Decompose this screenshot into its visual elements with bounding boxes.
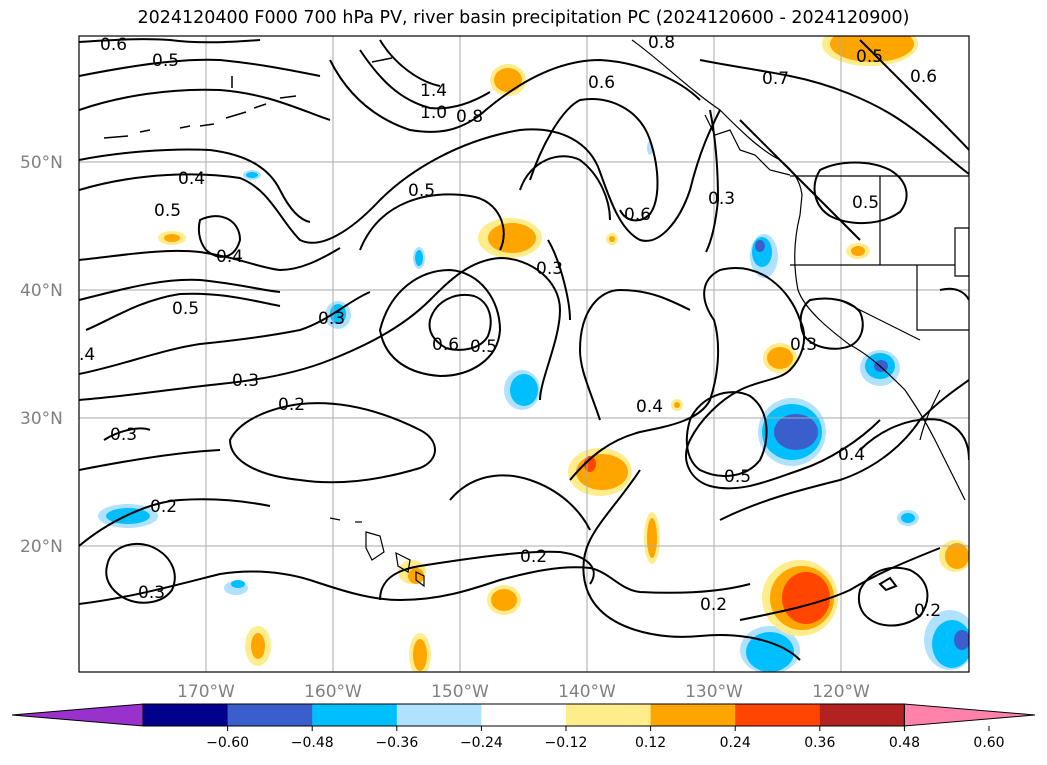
contour-label: 0.5	[852, 193, 879, 213]
contour-label: 0.3	[318, 309, 345, 329]
lon-label-160w: 160°W	[304, 682, 362, 702]
contour-label: 0.6	[100, 35, 127, 55]
contour-label: 0.3	[138, 583, 165, 603]
contour-label: 0.6	[432, 335, 459, 355]
colorbar-segment	[312, 704, 398, 726]
contour-label: 0.4	[838, 445, 865, 465]
colorbar-tick-label: −0.36	[375, 735, 418, 751]
colorbar-tick-label: −0.48	[291, 735, 334, 751]
contour-label: 0.5	[724, 467, 751, 487]
colorbar-tick-label: 0.12	[635, 735, 666, 751]
contour-label: 1.4	[420, 81, 447, 101]
contour-labels: 0.6 0.5 1.4 1.0 0.8 0.6 0.8 0.7 0.5 0.6 …	[79, 33, 941, 621]
hawaii-islands	[329, 517, 425, 588]
lat-label-30n: 30°N	[20, 409, 63, 429]
colorbar-segment	[735, 704, 821, 726]
contour-label: 0.2	[150, 497, 177, 517]
contour-label: 0.8	[648, 33, 675, 53]
contour-label: 0.2	[914, 601, 941, 621]
contour-label: 1.0	[420, 103, 447, 123]
contour-label: 0.5	[152, 51, 179, 71]
colorbar-tick-label: 0.48	[889, 735, 920, 751]
contour-label: 0.2	[520, 547, 547, 567]
lat-labels: 50°N 40°N 30°N 20°N	[20, 153, 63, 557]
contour-label: 0.3	[790, 335, 817, 355]
contour-label: 0.6	[624, 205, 651, 225]
contour-label: 0.3	[536, 259, 563, 279]
contour-label: 0.5	[154, 201, 181, 221]
contour-label: 0.3	[110, 425, 137, 445]
colorbar-segment	[396, 704, 482, 726]
contour-label: 0.8	[456, 107, 483, 127]
lon-label-170w: 170°W	[177, 682, 235, 702]
colorbar-left-extend	[11, 703, 144, 727]
colorbar-segment	[819, 704, 905, 726]
colorbar-segment	[481, 704, 567, 726]
contour-label: 0.4	[178, 169, 205, 189]
colorbar-segment	[227, 704, 313, 726]
contour-label: 0.5	[172, 299, 199, 319]
colorbar-tick-label: −0.24	[460, 735, 503, 751]
contour-label: 0.5	[470, 337, 497, 357]
contour-label: 0.4	[216, 247, 243, 267]
lon-label-130w: 130°W	[685, 682, 743, 702]
contour-label: 0.5	[408, 181, 435, 201]
gridlines	[79, 36, 969, 672]
colorbar-tick-label: 0.24	[720, 735, 751, 751]
colorbar-segment	[650, 704, 736, 726]
colorbar-tick-label: −0.60	[206, 735, 249, 751]
colorbar-tick-label: −0.12	[545, 735, 588, 751]
lon-label-150w: 150°W	[431, 682, 489, 702]
contour-label: 0.7	[762, 69, 789, 89]
contour-label: 0.2	[700, 595, 727, 615]
pv-contours	[79, 38, 969, 661]
contour-label: 0.6	[588, 73, 615, 93]
contour-label: .4	[79, 345, 95, 365]
colorbar-ticks: −0.60 −0.48 −0.36 −0.24 −0.12 0.12 0.24 0.36 0.4…	[206, 726, 1005, 751]
aleutian-islands	[103, 57, 393, 139]
precip-shading	[98, 36, 969, 672]
lat-label-50n: 50°N	[20, 153, 63, 173]
lon-label-140w: 140°W	[558, 682, 616, 702]
colorbar	[11, 703, 1036, 727]
contour-label: 0.3	[232, 371, 259, 391]
contour-label: 0.6	[910, 67, 937, 87]
colorbar-segment	[143, 704, 229, 726]
contour-label: 0.2	[278, 395, 305, 415]
map-area: 0.6 0.5 1.4 1.0 0.8 0.6 0.8 0.7 0.5 0.6 …	[79, 33, 969, 672]
contour-label: 0.5	[856, 47, 883, 67]
contour-label: 0.4	[636, 397, 663, 417]
lon-labels: 170°W 160°W 150°W 140°W 130°W 120°W	[177, 682, 870, 702]
colorbar-right-extend	[903, 703, 1036, 727]
lon-label-120w: 120°W	[812, 682, 870, 702]
map-title: 2024120400 F000 700 hPa PV, river basin …	[137, 8, 910, 28]
colorbar-tick-label: 0.36	[804, 735, 835, 751]
contour-label: 0.3	[708, 189, 735, 209]
lat-label-40n: 40°N	[20, 281, 63, 301]
colorbar-segment	[566, 704, 652, 726]
map-frame	[78, 35, 970, 673]
colorbar-tick-label: 0.60	[973, 735, 1004, 751]
lat-label-20n: 20°N	[20, 537, 63, 557]
colorbar-outline	[142, 703, 905, 727]
